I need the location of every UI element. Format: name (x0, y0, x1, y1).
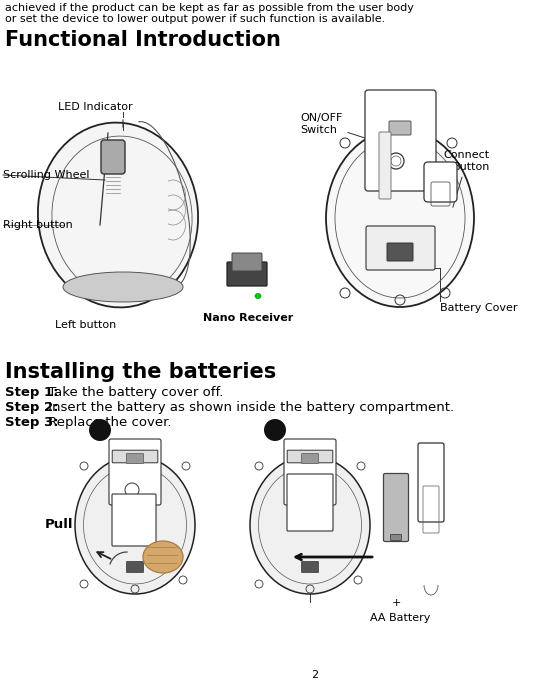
Text: Left button: Left button (55, 320, 116, 330)
FancyBboxPatch shape (287, 474, 333, 531)
FancyBboxPatch shape (383, 473, 408, 542)
Ellipse shape (255, 293, 261, 299)
Text: Take the battery cover off.: Take the battery cover off. (43, 386, 223, 399)
Text: LED Indicator: LED Indicator (58, 102, 132, 112)
Text: OFF: OFF (115, 465, 124, 470)
FancyBboxPatch shape (301, 561, 319, 572)
FancyBboxPatch shape (301, 454, 319, 464)
Text: 2: 2 (312, 670, 319, 680)
Text: ON/OFF
Switch: ON/OFF Switch (300, 113, 368, 139)
FancyBboxPatch shape (379, 132, 391, 199)
Text: achieved if the product can be kept as far as possible from the user body: achieved if the product can be kept as f… (5, 3, 414, 13)
Text: Insert the battery as shown inside the battery compartment.: Insert the battery as shown inside the b… (43, 401, 453, 414)
FancyBboxPatch shape (366, 226, 435, 270)
Text: Connect: Connect (292, 476, 312, 481)
FancyBboxPatch shape (369, 118, 431, 134)
Text: Connect: Connect (117, 476, 137, 481)
Text: ON: ON (140, 465, 148, 470)
Circle shape (264, 419, 286, 441)
FancyBboxPatch shape (127, 454, 143, 464)
Text: Connect
Button: Connect Button (444, 150, 490, 207)
Text: +: + (392, 598, 401, 608)
FancyBboxPatch shape (389, 121, 411, 135)
FancyBboxPatch shape (424, 162, 457, 202)
Text: AA Battery: AA Battery (370, 613, 431, 623)
FancyBboxPatch shape (387, 243, 413, 261)
Text: OFF: OFF (372, 136, 384, 141)
Ellipse shape (75, 456, 195, 594)
Text: Step 2:: Step 2: (5, 401, 59, 414)
Text: Step 1:: Step 1: (5, 386, 59, 399)
Circle shape (89, 419, 111, 441)
FancyBboxPatch shape (390, 535, 401, 541)
Text: Nano Receiver: Nano Receiver (203, 313, 293, 323)
Text: Right button: Right button (3, 220, 73, 230)
FancyBboxPatch shape (109, 439, 161, 505)
Ellipse shape (326, 129, 474, 307)
Ellipse shape (143, 541, 183, 573)
Text: or set the device to lower output power if such function is available.: or set the device to lower output power … (5, 14, 385, 24)
FancyBboxPatch shape (227, 262, 267, 286)
Text: OFF: OFF (290, 465, 299, 470)
Text: Installing the batteries: Installing the batteries (5, 362, 276, 382)
Text: Pull: Pull (45, 518, 73, 531)
Text: Replace the cover.: Replace the cover. (43, 416, 171, 429)
Text: 1: 1 (96, 437, 104, 450)
FancyBboxPatch shape (112, 450, 158, 463)
FancyBboxPatch shape (418, 443, 444, 522)
FancyBboxPatch shape (232, 253, 262, 271)
FancyBboxPatch shape (287, 450, 333, 463)
Text: Step 3:: Step 3: (5, 416, 59, 429)
FancyBboxPatch shape (365, 90, 436, 191)
Text: Scrolling Wheel: Scrolling Wheel (3, 170, 90, 180)
Text: 2: 2 (270, 437, 280, 450)
FancyBboxPatch shape (112, 494, 156, 546)
Text: ON: ON (410, 136, 420, 141)
FancyBboxPatch shape (284, 439, 336, 505)
Ellipse shape (38, 123, 198, 308)
FancyBboxPatch shape (101, 140, 125, 174)
Ellipse shape (63, 272, 183, 302)
FancyBboxPatch shape (127, 561, 143, 572)
Text: Functional Introduction: Functional Introduction (5, 30, 281, 50)
Text: ON: ON (315, 465, 323, 470)
Text: Connect: Connect (380, 150, 406, 155)
Text: Battery Cover: Battery Cover (440, 303, 517, 313)
Ellipse shape (250, 456, 370, 594)
